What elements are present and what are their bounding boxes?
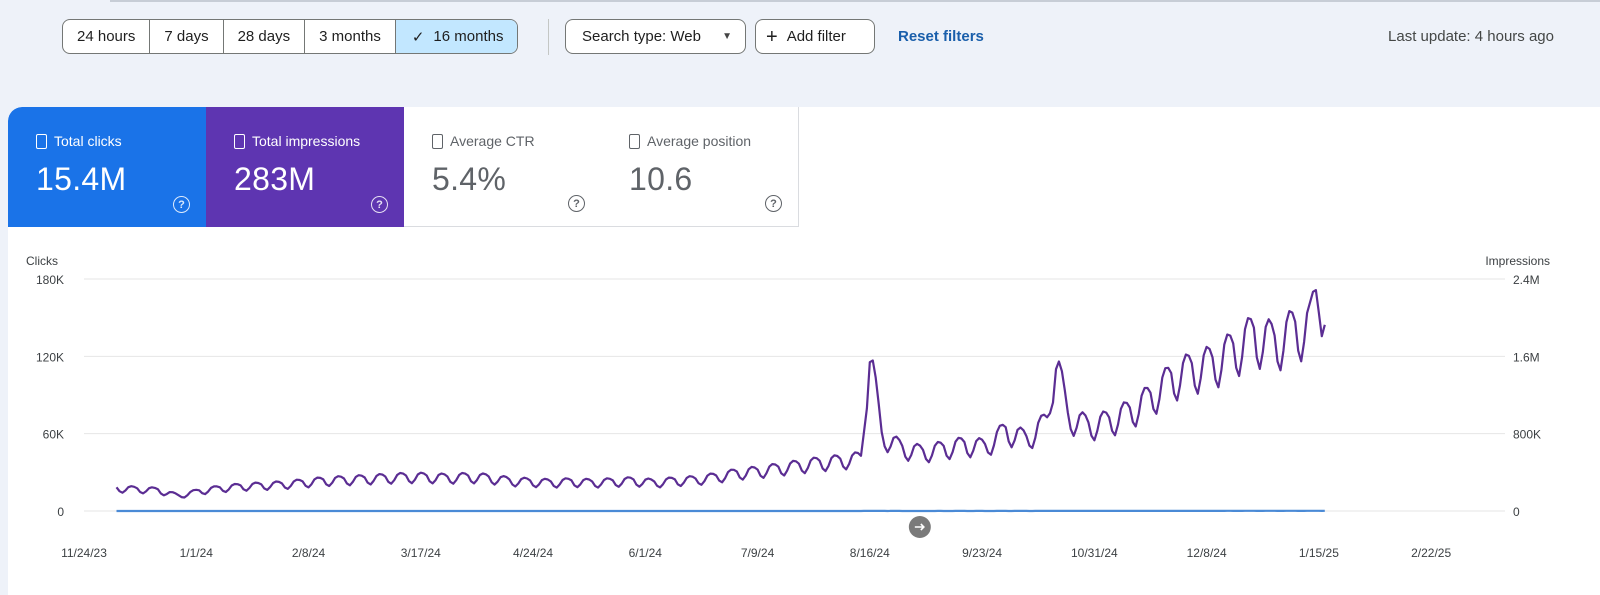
plus-icon: +: [766, 25, 778, 48]
metric-value: 15.4M: [36, 161, 127, 197]
right-axis-label: Impressions: [1485, 254, 1550, 268]
check-icon: ✓: [411, 28, 425, 46]
help-icon[interactable]: ?: [173, 196, 190, 213]
checkbox-icon[interactable]: [36, 133, 47, 149]
metric-label: Total clicks: [54, 133, 122, 149]
left-axis-label: Clicks: [26, 254, 58, 268]
right-axis-tick: 1.6M: [1513, 350, 1540, 364]
range-button-7-days[interactable]: 7 days: [150, 20, 224, 53]
range-button-3-months[interactable]: 3 months: [305, 20, 396, 53]
checkbox-icon[interactable]: [629, 133, 640, 149]
checkbox-icon[interactable]: [432, 133, 443, 149]
help-icon[interactable]: ?: [568, 195, 585, 212]
left-axis-tick: 60K: [43, 428, 64, 442]
metric-label: Average CTR: [450, 133, 535, 149]
x-axis-tick: 8/16/24: [850, 546, 890, 560]
filter-divider: [548, 19, 549, 55]
metric-value: 283M: [234, 161, 316, 197]
range-label: 24 hours: [77, 28, 136, 45]
range-label: 3 months: [319, 28, 381, 45]
x-axis-tick: 7/9/24: [741, 546, 775, 560]
range-button-24-hours[interactable]: 24 hours: [63, 20, 151, 53]
metric-value: 10.6: [629, 161, 693, 197]
date-range-selector: 24 hours 7 days 28 days 3 months ✓ 16 months: [62, 19, 519, 54]
metric-tile-total-clicks[interactable]: Total clicks 15.4M ?: [8, 107, 206, 227]
metric-label: Average position: [647, 133, 752, 149]
x-axis-tick: 1/1/24: [180, 546, 214, 560]
left-axis-tick: 120K: [36, 350, 64, 364]
add-filter-button[interactable]: + Add filter: [755, 19, 875, 54]
right-axis-tick: 0: [1513, 505, 1520, 519]
x-axis-tick: 9/23/24: [962, 546, 1002, 560]
x-axis-tick: 10/31/24: [1071, 546, 1118, 560]
series-line-impressions: [115, 289, 1326, 499]
metric-tile-average-position[interactable]: Average position 10.6 ?: [601, 107, 799, 227]
help-icon[interactable]: ?: [765, 195, 782, 212]
search-type-label: Search type: Web: [582, 28, 701, 45]
left-axis-tick: 0: [57, 505, 64, 519]
last-update-text: Last update: 4 hours ago: [1388, 28, 1554, 45]
x-axis-tick: 4/24/24: [513, 546, 553, 560]
x-axis-tick: 12/8/24: [1187, 546, 1227, 560]
range-button-28-days[interactable]: 28 days: [224, 20, 306, 53]
range-label: 28 days: [237, 28, 291, 45]
x-axis-tick: 1/15/25: [1299, 546, 1339, 560]
range-label: 16 months: [433, 28, 504, 45]
search-type-dropdown[interactable]: Search type: Web ▼: [565, 19, 746, 54]
top-divider: [110, 0, 1600, 2]
help-icon[interactable]: ?: [371, 196, 388, 213]
x-axis-tick: 11/24/23: [61, 546, 107, 560]
range-button-16-months[interactable]: ✓ 16 months: [395, 20, 518, 53]
x-axis-tick: 3/17/24: [401, 546, 441, 560]
range-label: 7 days: [164, 28, 209, 45]
metric-value: 5.4%: [432, 161, 507, 197]
caret-down-icon: ▼: [722, 31, 732, 42]
reset-filters-link[interactable]: Reset filters: [898, 28, 984, 45]
right-axis-tick: 2.4M: [1513, 273, 1540, 287]
performance-chart: 0 0 60K 800K 120K 1.6M 180K 2.4M Clicks Impressio…: [26, 254, 1550, 560]
performance-card: Total clicks 15.4M ? Total impressions 2…: [8, 107, 1600, 595]
right-axis-tick: 800K: [1513, 428, 1541, 442]
arrow-right-icon: [914, 523, 925, 531]
metric-tile-total-impressions[interactable]: Total impressions 283M ?: [206, 107, 404, 227]
add-filter-label: Add filter: [786, 28, 846, 45]
x-axis-tick: 2/8/24: [292, 546, 326, 560]
checkbox-icon[interactable]: [234, 133, 245, 149]
x-axis-tick: 6/1/24: [629, 546, 663, 560]
left-axis-tick: 180K: [36, 273, 64, 287]
x-axis-tick: 2/22/25: [1411, 546, 1451, 560]
metric-label: Total impressions: [252, 133, 361, 149]
